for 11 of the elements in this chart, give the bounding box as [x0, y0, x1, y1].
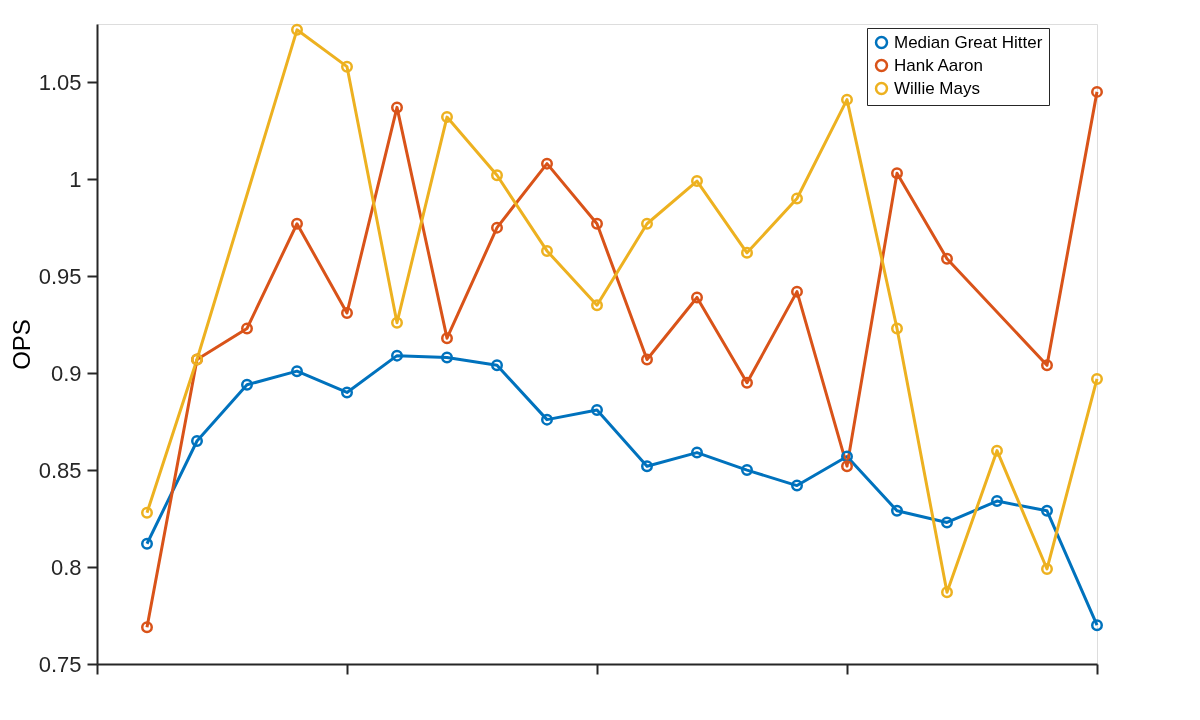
y-tick-label: 0.75 — [38, 651, 82, 677]
y-tick-label: 1.05 — [38, 69, 82, 95]
y-tick-label: 0.95 — [38, 263, 82, 289]
y-axis-title: OPS — [7, 319, 35, 370]
legend-label: Median Great Hitter — [894, 32, 1043, 52]
legend-label: Hank Aaron — [894, 55, 983, 75]
y-tick-label: 0.85 — [38, 457, 82, 483]
y-tick-label: 0.9 — [50, 360, 82, 386]
y-tick-label: 0.8 — [50, 554, 82, 580]
legend-label: Willie Mays — [894, 78, 980, 98]
y-tick-label: 1 — [69, 166, 82, 192]
